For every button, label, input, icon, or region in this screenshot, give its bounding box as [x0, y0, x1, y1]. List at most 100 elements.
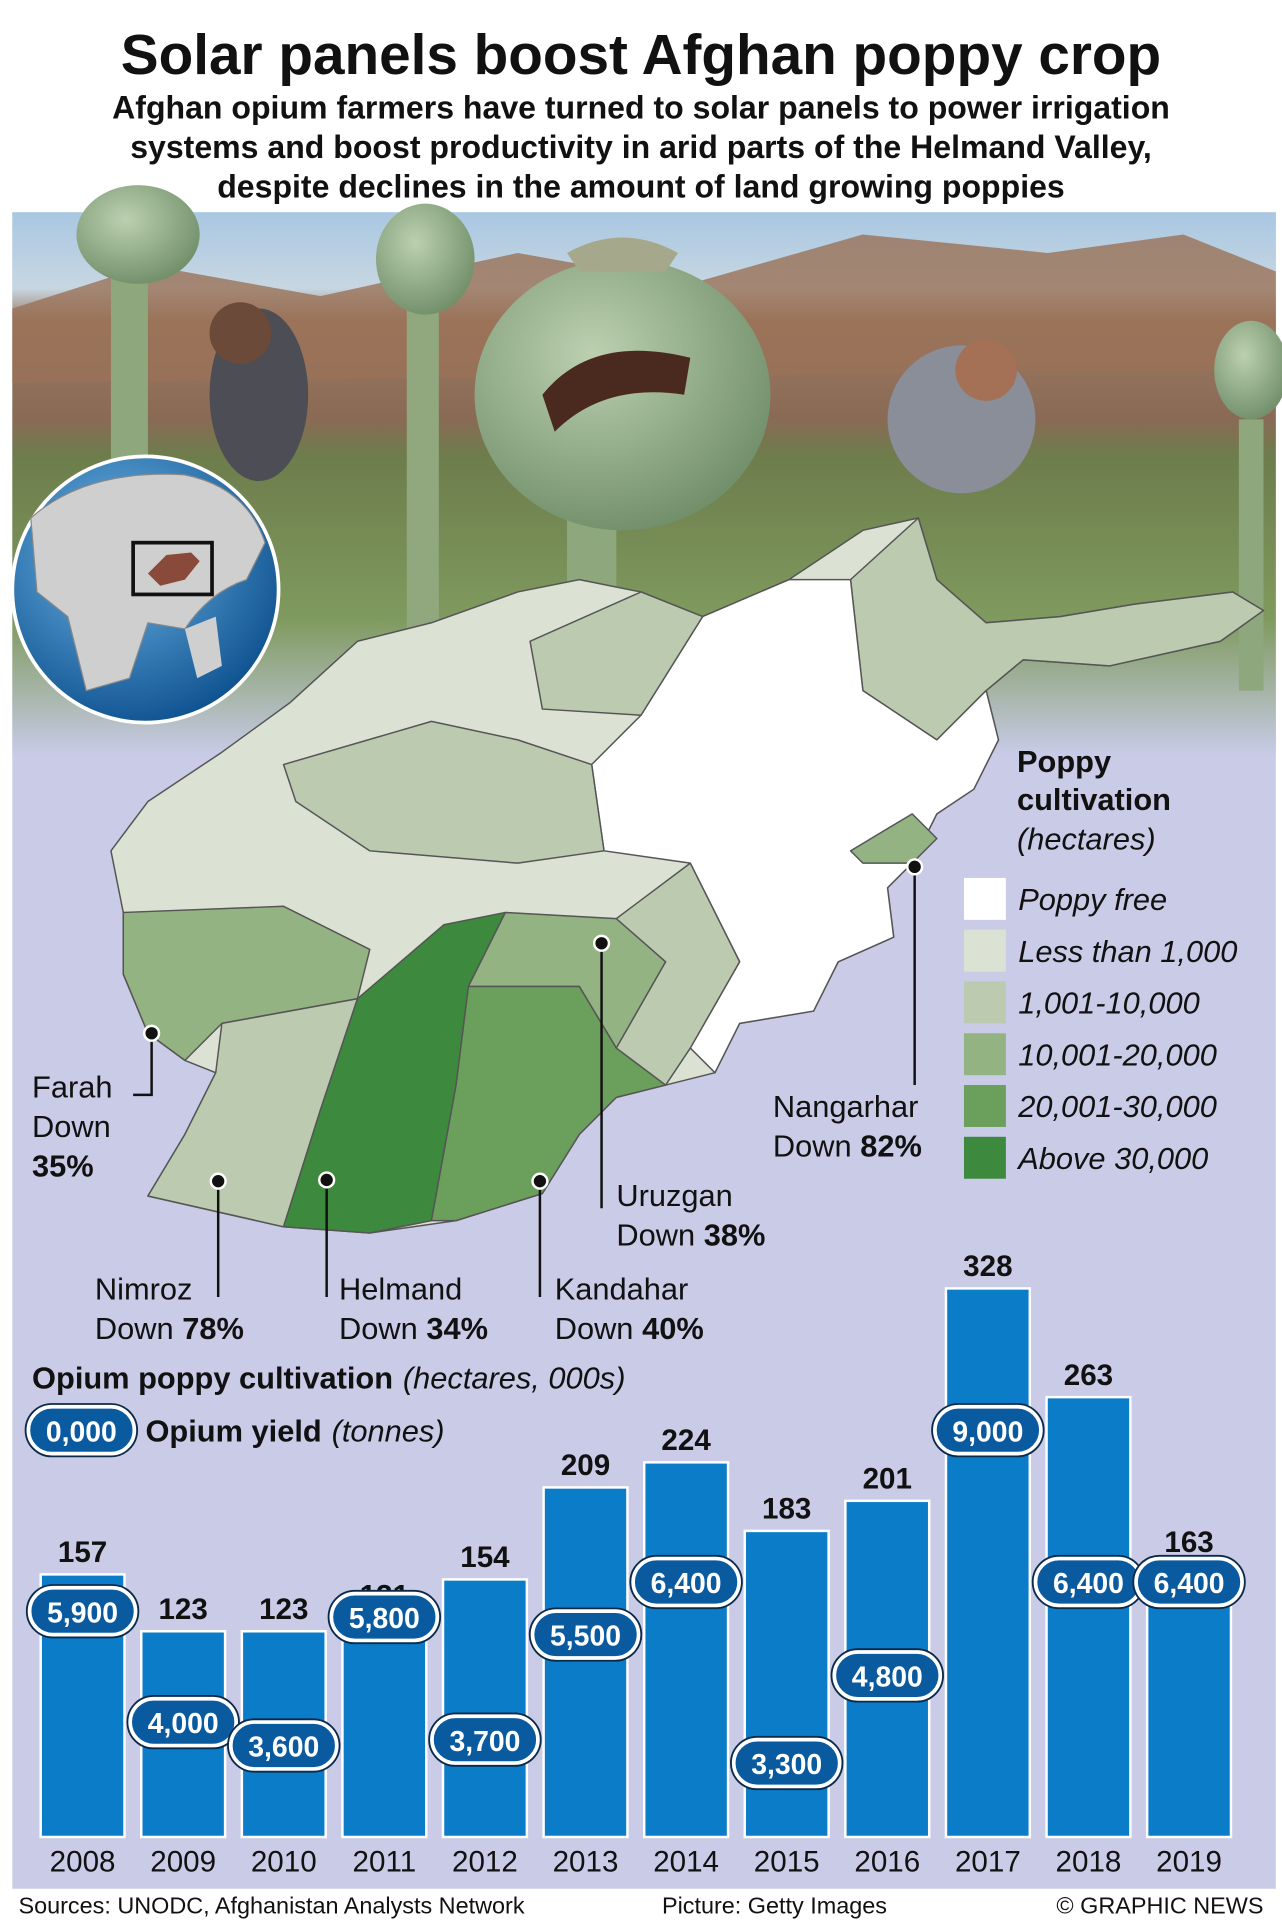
- bar-value-label: 209: [561, 1449, 610, 1482]
- yield-bubble-label: 3,700: [449, 1726, 520, 1758]
- x-tick-label: 2015: [754, 1845, 820, 1878]
- yield-bubble: [832, 1650, 943, 1701]
- credit: © GRAPHIC NEWS: [1056, 1892, 1263, 1918]
- yield-bubble-label: 6,400: [651, 1568, 722, 1600]
- yield-bubble: [631, 1556, 741, 1608]
- leader-dot: [592, 934, 611, 952]
- legend-label: Poppy free: [1018, 882, 1167, 917]
- bar-value-label: 123: [158, 1593, 207, 1626]
- x-tick-label: 2009: [150, 1845, 216, 1878]
- legend-label: Less than 1,000: [1018, 934, 1237, 969]
- x-tick-label: 2018: [1056, 1845, 1122, 1878]
- bar: [542, 1486, 629, 1839]
- callout-pct: 35%: [32, 1148, 94, 1183]
- bar: [341, 1616, 428, 1839]
- yield-bubble: [1134, 1556, 1244, 1608]
- x-tick-label: 2012: [452, 1845, 518, 1878]
- yield-bubble: [530, 1609, 641, 1660]
- leader-dot: [906, 858, 924, 876]
- subtitle: systems and boost productivity in arid p…: [130, 129, 1152, 165]
- yield-bubble: [228, 1720, 339, 1771]
- legend-label: Above 30,000: [1016, 1141, 1208, 1176]
- callout-name: Uruzgan: [616, 1178, 732, 1213]
- province: [529, 591, 704, 716]
- x-tick-label: 2013: [553, 1845, 619, 1878]
- bar-value-label: 157: [58, 1536, 107, 1569]
- bar: [743, 1529, 830, 1839]
- legend-swatch: [963, 981, 1006, 1024]
- bar-value-label: 201: [863, 1462, 912, 1495]
- legend-swatch: [963, 1085, 1006, 1127]
- bar-value-label: 154: [460, 1541, 510, 1574]
- x-tick-label: 2019: [1156, 1845, 1222, 1878]
- province: [615, 862, 741, 1086]
- callout-pct: 78%: [182, 1311, 244, 1346]
- legend-label: 20,001-30,000: [1017, 1089, 1217, 1124]
- leader-dot: [142, 1024, 161, 1042]
- yield-bubble-label: 6,400: [1154, 1568, 1225, 1600]
- x-tick-label: 2016: [854, 1845, 920, 1878]
- yield-bubble: [128, 1696, 239, 1748]
- yield-bubble-label: 5,900: [47, 1597, 118, 1629]
- bar-value-label: 263: [1064, 1359, 1113, 1392]
- province: [590, 578, 1000, 1074]
- bar: [944, 1287, 1032, 1839]
- yield-bubble: [731, 1737, 842, 1789]
- callout-line: Down 40%: [555, 1311, 704, 1346]
- callout-name: Nimroz: [95, 1272, 193, 1307]
- callout-name: Kandahar: [555, 1272, 689, 1307]
- callout-name: Nangarhar: [773, 1089, 919, 1124]
- yield-bubble: [27, 1585, 138, 1637]
- afghanistan-map: [110, 517, 1265, 1234]
- callout-line: Down 78%: [95, 1311, 244, 1346]
- legend-label: 1,001-10,000: [1018, 986, 1200, 1021]
- legend-bubble-label: 0,000: [46, 1416, 117, 1448]
- legend-swatch: [963, 1033, 1006, 1076]
- yield-bubble-label: 3,300: [751, 1749, 822, 1781]
- callout-pct: 38%: [704, 1217, 766, 1252]
- callout-change: Down: [339, 1311, 418, 1346]
- bar: [1045, 1395, 1132, 1839]
- x-tick-label: 2014: [653, 1845, 719, 1878]
- photo-details: [12, 185, 1282, 716]
- legend-swatch: [963, 877, 1006, 920]
- leader-dot: [531, 1172, 549, 1190]
- map-legend-unit: (hectares): [1017, 822, 1156, 857]
- bar-value-label: 183: [762, 1493, 811, 1526]
- legend-swatch: [963, 929, 1006, 972]
- callout-pct: 82%: [860, 1129, 922, 1164]
- yield-bubble-label: 9,000: [952, 1416, 1023, 1448]
- x-tick-label: 2010: [251, 1845, 317, 1878]
- globe: [10, 454, 281, 725]
- x-tick-label: 2011: [353, 1845, 417, 1878]
- legend-bubble: [26, 1404, 137, 1456]
- leader-dot: [209, 1172, 227, 1190]
- yield-bubble-label: 4,000: [148, 1708, 219, 1740]
- bar: [642, 1461, 730, 1839]
- callout-change: Down: [32, 1109, 111, 1144]
- x-tick-label: 2017: [955, 1845, 1021, 1878]
- subtitle: Afghan opium farmers have turned to sola…: [112, 90, 1170, 126]
- callout-name: Farah: [32, 1069, 112, 1104]
- sources: Sources: UNODC, Afghanistan Analysts Net…: [18, 1892, 524, 1918]
- subtitle: despite declines in the amount of land g…: [217, 168, 1065, 204]
- legend-unit: (hectares, 000s): [403, 1360, 626, 1395]
- callout-name: Helmand: [339, 1272, 462, 1307]
- legend-unit: (tonnes): [332, 1413, 445, 1448]
- bar: [1145, 1563, 1233, 1839]
- bar-value-label: 123: [259, 1593, 308, 1626]
- callout-line: Down 82%: [773, 1129, 922, 1164]
- yield-bubble-label: 3,600: [248, 1732, 319, 1764]
- legend-series: Opium poppy cultivation (hectares, 000s): [32, 1360, 625, 1395]
- bar-value-label: 163: [1164, 1526, 1213, 1559]
- bar-value-label: 328: [963, 1250, 1012, 1283]
- yield-bubble-label: 4,800: [852, 1662, 923, 1694]
- callout-pct: 34%: [426, 1311, 488, 1346]
- yield-bubble-label: 6,400: [1053, 1568, 1124, 1600]
- legend-series: Opium yield (tonnes): [145, 1413, 444, 1448]
- legend-name: Opium poppy cultivation: [32, 1360, 393, 1395]
- callout-change: Down: [616, 1217, 695, 1252]
- callout-pct: 40%: [642, 1311, 704, 1346]
- callout-change: Down: [555, 1311, 634, 1346]
